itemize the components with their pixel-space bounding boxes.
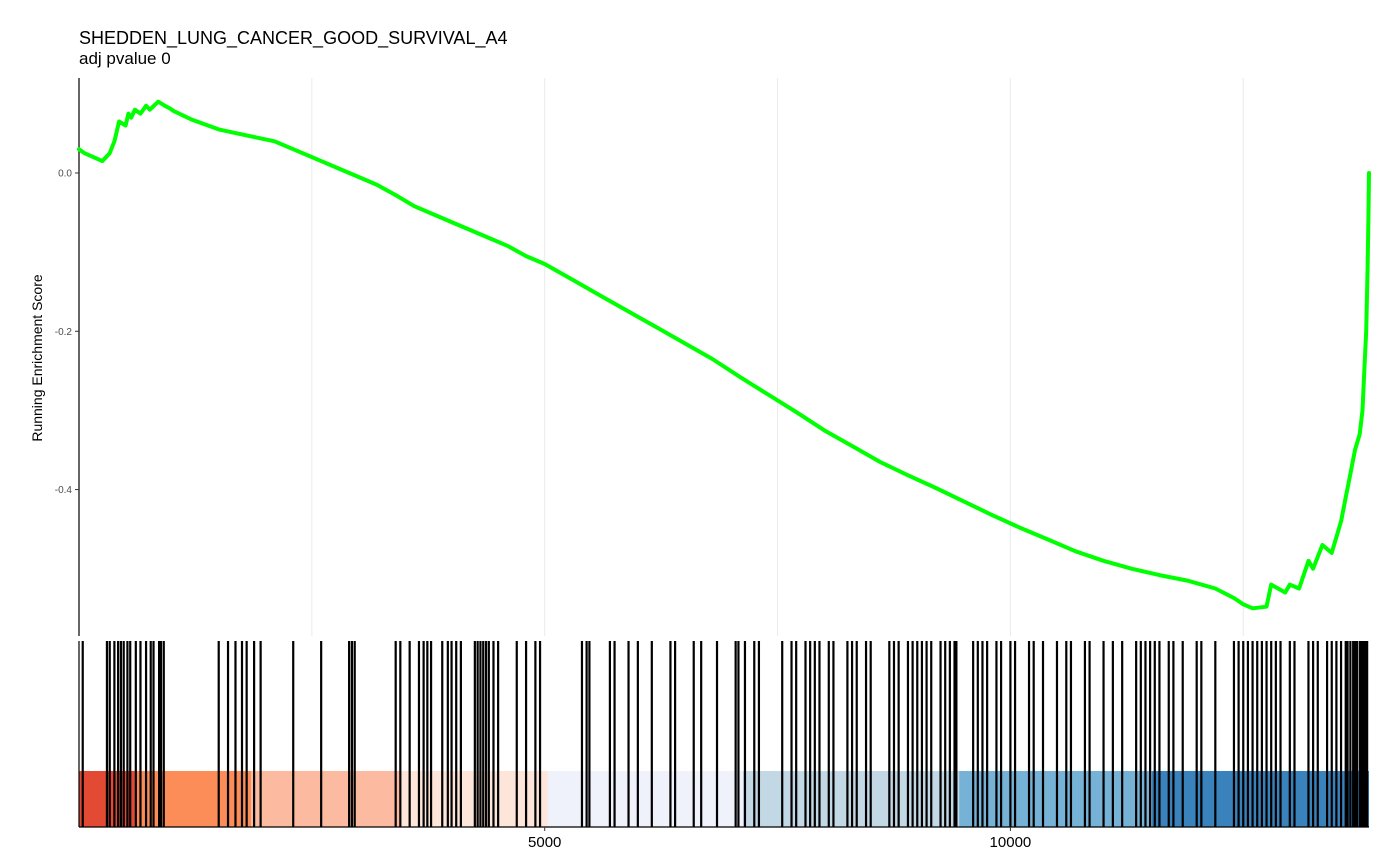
x-tick-label: 10000 <box>990 834 1032 851</box>
hit-markers <box>81 641 1369 827</box>
y-tick-label: -0.2 <box>55 327 73 338</box>
y-axis-title: Running Enrichment Score <box>29 274 45 442</box>
rank-band <box>959 771 1152 827</box>
axes <box>78 78 1369 828</box>
y-ticks: 0.0 -0.2 -0.4 <box>55 168 79 496</box>
rank-band <box>547 771 744 827</box>
rank-band <box>134 771 252 827</box>
x-gridlines <box>311 78 1244 636</box>
x-ticks: 5000 10000 <box>528 827 1031 851</box>
y-tick-label: 0.0 <box>58 168 72 179</box>
rank-color-bar <box>79 771 1369 827</box>
enrichment-score-line <box>77 99 1371 611</box>
x-tick-label: 5000 <box>528 834 561 851</box>
chart-subtitle: adj pvalue 0 <box>79 49 171 68</box>
chart-title: SHEDDEN_LUNG_CANCER_GOOD_SURVIVAL_A4 <box>79 28 507 49</box>
enrichment-line-group <box>77 99 1371 611</box>
rank-band <box>251 771 401 827</box>
y-tick-label: -0.4 <box>55 485 73 496</box>
